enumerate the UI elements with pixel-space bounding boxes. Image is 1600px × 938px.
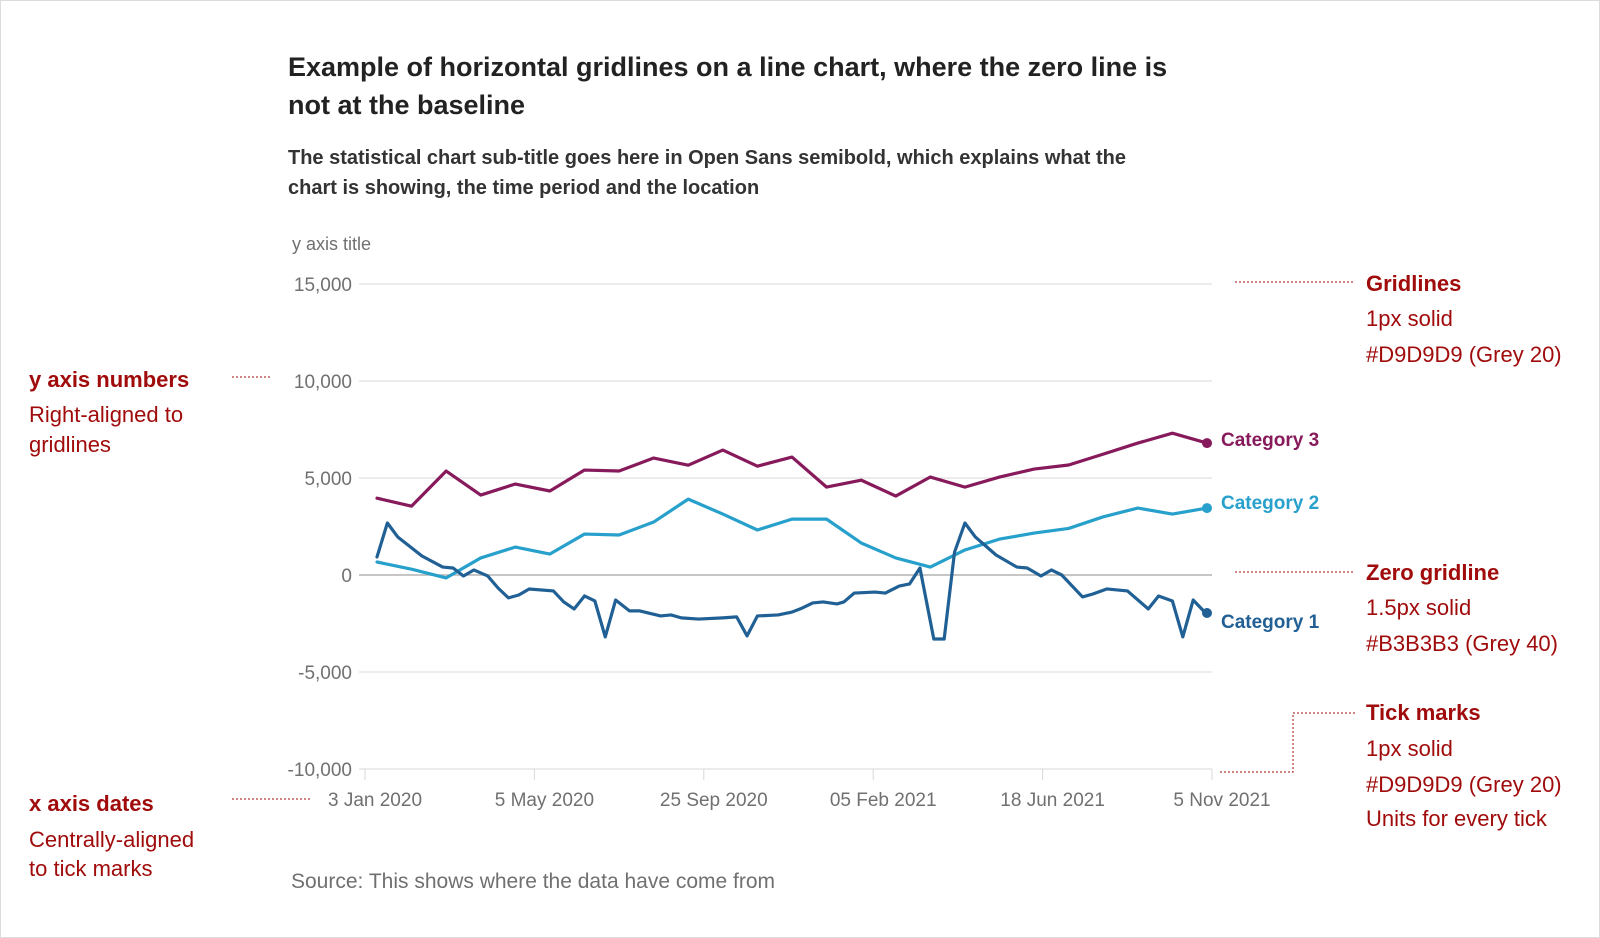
annotation-tick-marks: Tick marks 1px solid #D9D9D9 (Grey 20) U… — [1220, 700, 1562, 831]
annotation-text: Right-aligned to — [29, 402, 183, 427]
y-axis-title: y axis title — [292, 234, 371, 254]
x-axis: 3 Jan 2020 5 May 2020 25 Sep 2020 05 Feb 20… — [328, 769, 1271, 811]
chart-title-line-2: not at the baseline — [288, 90, 525, 120]
category-3-line — [375, 431, 1209, 508]
category-2-label: Category 2 — [1221, 493, 1319, 514]
category-1-end-marker — [1202, 608, 1212, 619]
y-tick-label: -10,000 — [288, 760, 352, 781]
category-2-line — [375, 497, 1209, 580]
x-tick-label: 3 Jan 2020 — [328, 790, 422, 811]
x-tick-label: 05 Feb 2021 — [830, 790, 937, 811]
annotation-x-axis-dates: x axis dates Centrally-aligned to tick m… — [29, 791, 311, 881]
x-tick-label: 5 Nov 2021 — [1173, 790, 1270, 811]
annotation-text: 1px solid — [1366, 306, 1453, 331]
annotation-text: Centrally-aligned — [29, 827, 194, 852]
annotation-heading: y axis numbers — [29, 367, 189, 392]
category-1-label: Category 1 — [1221, 612, 1320, 633]
y-tick-label: -5,000 — [298, 663, 352, 684]
annotation-text: to tick marks — [29, 856, 152, 881]
annotation-heading: x axis dates — [29, 791, 154, 816]
annotation-text: #B3B3B3 (Grey 40) — [1366, 631, 1558, 656]
y-tick-label: 0 — [341, 566, 352, 587]
chart-title-line-1: Example of horizontal gridlines on a lin… — [288, 52, 1167, 82]
annotation-text: 1px solid — [1366, 736, 1453, 761]
annotation-connector — [1220, 712, 1357, 773]
series-lines: Category 3 Category 2 Category 1 — [375, 430, 1320, 641]
y-axis-labels: 15,000 10,000 5,000 0 -5,000 -10,000 — [288, 275, 352, 781]
chart-subtitle-line-1: The statistical chart sub-title goes her… — [288, 147, 1126, 169]
annotation-text: 1.5px solid — [1366, 595, 1471, 620]
category-2-end-marker — [1202, 503, 1212, 514]
annotation-gridlines: Gridlines 1px solid #D9D9D9 (Grey 20) — [1235, 271, 1562, 367]
annotation-text: Units for every tick — [1366, 806, 1548, 831]
annotation-heading: Tick marks — [1366, 700, 1481, 725]
annotation-text: #D9D9D9 (Grey 20) — [1366, 772, 1562, 797]
x-tick-label: 5 May 2020 — [495, 790, 594, 811]
annotation-y-axis-numbers: y axis numbers Right-aligned to gridline… — [29, 367, 271, 457]
gridlines — [359, 283, 1212, 770]
y-tick-label: 5,000 — [304, 469, 352, 490]
annotation-heading: Gridlines — [1366, 271, 1461, 296]
category-1-line — [375, 521, 1209, 641]
x-tick-label: 25 Sep 2020 — [660, 790, 768, 811]
x-tick-label: 18 Jun 2021 — [1000, 790, 1105, 811]
source-note: Source: This shows where the data have c… — [291, 870, 775, 893]
y-tick-label: 15,000 — [294, 275, 352, 296]
annotation-heading: Zero gridline — [1366, 560, 1499, 585]
annotation-text: gridlines — [29, 432, 111, 457]
annotation-zero-gridline: Zero gridline 1.5px solid #B3B3B3 (Grey … — [1235, 560, 1558, 656]
annotation-text: #D9D9D9 (Grey 20) — [1366, 342, 1562, 367]
chart-subtitle-line-2: chart is showing, the time period and th… — [288, 177, 759, 199]
category-3-label: Category 3 — [1221, 430, 1319, 451]
y-tick-label: 10,000 — [294, 372, 352, 393]
category-3-end-marker — [1202, 438, 1212, 449]
